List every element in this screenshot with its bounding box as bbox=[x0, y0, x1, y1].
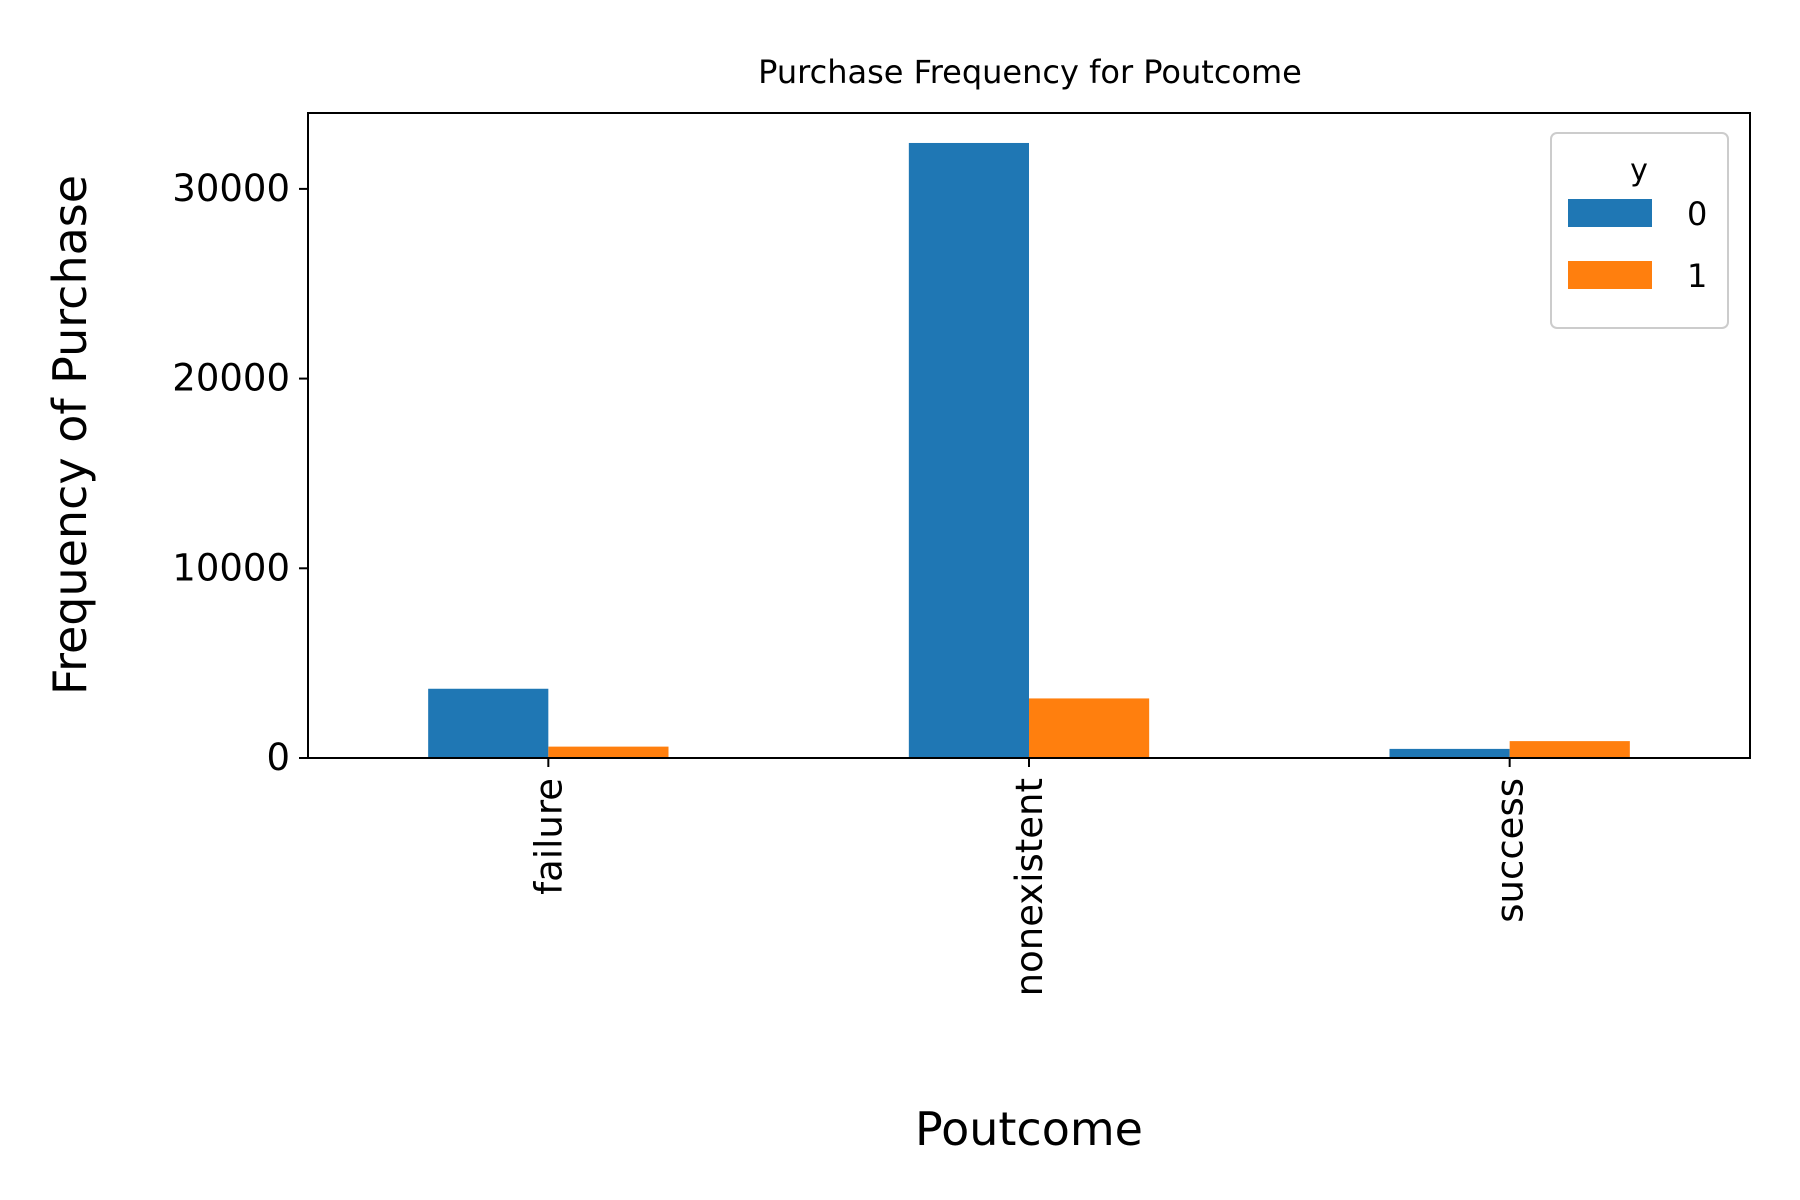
legend-label-series-1: 1 bbox=[1687, 257, 1707, 295]
x-axis-ticks: failure nonexistent success bbox=[527, 758, 1532, 996]
bar-failure-series-0 bbox=[428, 688, 549, 758]
y-axis-ticks: 0 10000 20000 30000 bbox=[172, 167, 308, 779]
legend-label-series-0: 0 bbox=[1687, 195, 1707, 233]
y-tick-label: 0 bbox=[266, 736, 290, 779]
bar-nonexistent-series-0 bbox=[908, 142, 1029, 759]
legend-swatch-series-1 bbox=[1568, 261, 1652, 289]
bar-nonexistent-series-1 bbox=[1029, 698, 1150, 758]
bars-group bbox=[428, 142, 1630, 759]
y-tick-label: 30000 bbox=[172, 167, 290, 210]
legend-swatch-series-0 bbox=[1568, 199, 1652, 227]
x-axis-label: Poutcome bbox=[915, 1102, 1143, 1156]
legend: y 0 1 bbox=[1550, 132, 1729, 329]
y-axis-label: Frequency of Purchase bbox=[43, 175, 97, 695]
x-tick-label-failure: failure bbox=[527, 778, 570, 895]
x-tick-label-nonexistent: nonexistent bbox=[1008, 778, 1051, 996]
bar-success-series-0 bbox=[1389, 748, 1510, 758]
x-tick-label-success: success bbox=[1489, 778, 1532, 923]
y-tick-label: 20000 bbox=[172, 357, 290, 400]
bar-success-series-1 bbox=[1509, 741, 1630, 758]
legend-title: y bbox=[1630, 153, 1648, 188]
y-tick-label: 10000 bbox=[172, 546, 290, 589]
chart-title: Purchase Frequency for Poutcome bbox=[758, 53, 1302, 91]
bar-failure-series-1 bbox=[548, 746, 669, 758]
